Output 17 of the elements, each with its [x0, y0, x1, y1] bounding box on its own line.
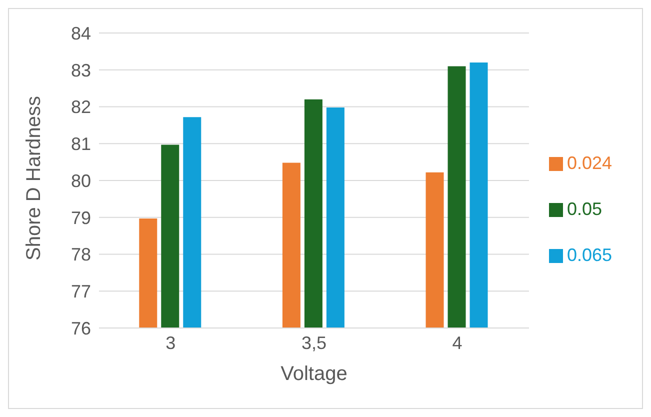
y-tick-label: 80 [70, 170, 91, 191]
x-tick-label: 3,5 [301, 332, 326, 353]
y-tick-label: 84 [70, 23, 91, 44]
y-tick-label: 78 [70, 244, 91, 265]
legend-label: 0.05 [566, 198, 602, 218]
legend-label: 0.024 [566, 152, 612, 172]
y-axis-title: Shore D Hardness [23, 96, 46, 260]
x-axis-title: Voltage [280, 363, 348, 385]
legend-label: 0.065 [566, 244, 612, 264]
y-tick-label: 81 [70, 134, 91, 154]
y-tick-label: 77 [70, 282, 91, 302]
y-tick-label: 79 [70, 208, 91, 228]
x-tick-label: 3 [166, 332, 176, 353]
x-tick-label: 4 [452, 332, 462, 353]
y-tick-label: 83 [70, 60, 91, 80]
y-tick-label: 76 [70, 318, 91, 338]
y-tick-label: 82 [70, 97, 91, 118]
